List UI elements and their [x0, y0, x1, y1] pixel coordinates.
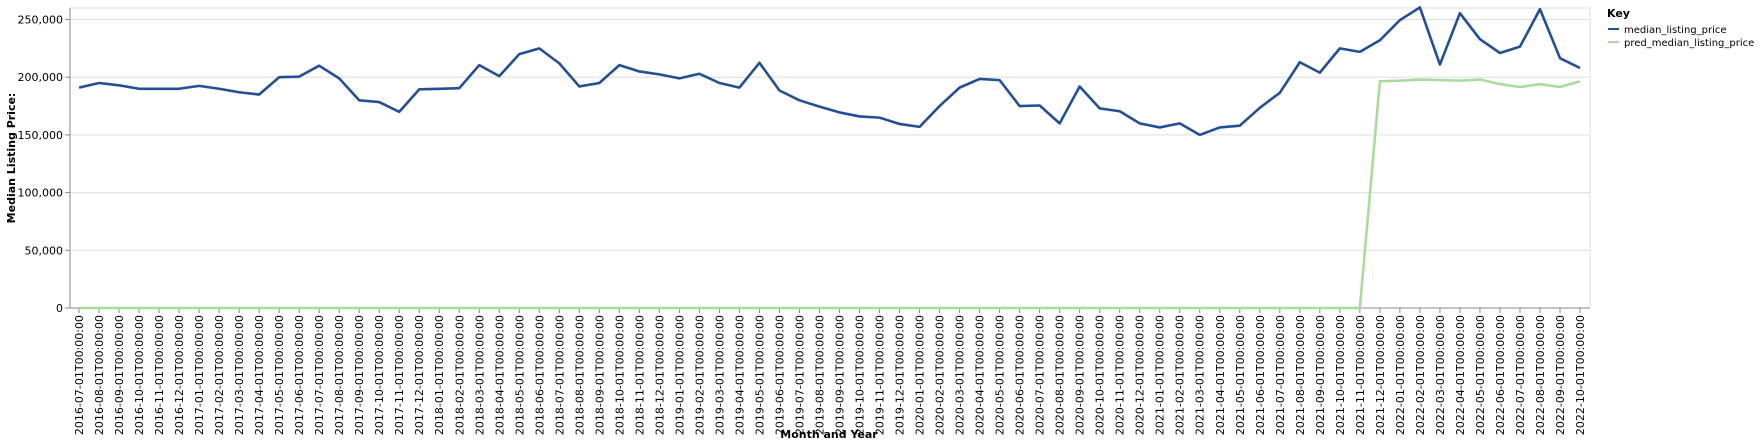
x-tick-label: 2022-04-01T00:00:00	[1454, 315, 1467, 435]
x-tick-label: 2017-05-01T00:00:00	[273, 315, 286, 435]
x-tick-label: 2020-03-01T00:00:00	[954, 315, 967, 435]
x-tick-label: 2020-08-01T00:00:00	[1054, 315, 1067, 435]
y-tick-label: 100,000	[18, 187, 64, 200]
x-tick-label: 2019-07-01T00:00:00	[793, 315, 806, 435]
x-tick-label: 2017-01-01T00:00:00	[193, 315, 206, 435]
x-tick-label: 2020-01-01T00:00:00	[914, 315, 927, 435]
x-tick-label: 2017-02-01T00:00:00	[213, 315, 226, 435]
x-tick-label: 2016-08-01T00:00:00	[93, 315, 106, 435]
series-line-pred-median-listing-price	[79, 78, 1581, 310]
x-tick-label: 2018-06-01T00:00:00	[533, 315, 546, 435]
x-tick-label: 2022-10-01T00:00:00	[1574, 315, 1587, 435]
x-tick-label: 2019-03-01T00:00:00	[713, 315, 726, 435]
y-tick-label: 200,000	[18, 71, 64, 84]
x-tick-label: 2020-09-01T00:00:00	[1074, 315, 1087, 435]
y-axis-title: Median Listing Price:	[5, 93, 18, 224]
x-tick-label: 2019-10-01T00:00:00	[854, 315, 867, 435]
x-tick-label: 2019-01-01T00:00:00	[673, 315, 686, 435]
x-tick-label: 2020-11-01T00:00:00	[1114, 315, 1127, 435]
x-tick-label: 2017-04-01T00:00:00	[253, 315, 266, 435]
x-tick-label: 2019-06-01T00:00:00	[773, 315, 786, 435]
x-tick-label: 2021-02-01T00:00:00	[1174, 315, 1187, 435]
legend-label: median_listing_price	[1624, 25, 1727, 36]
legend-title: Key	[1607, 7, 1630, 20]
x-tick-label: 2021-12-01T00:00:00	[1374, 315, 1387, 435]
plot-frame	[69, 7, 1591, 309]
x-tick-label: 2021-09-01T00:00:00	[1314, 315, 1327, 435]
x-tick-label: 2020-04-01T00:00:00	[974, 315, 987, 435]
x-tick-label: 2018-05-01T00:00:00	[513, 315, 526, 435]
x-tick-label: 2017-03-01T00:00:00	[233, 315, 246, 435]
x-tick-label: 2021-11-01T00:00:00	[1354, 315, 1367, 435]
x-tick-label: 2021-10-01T00:00:00	[1334, 315, 1347, 435]
x-tick-label: 2020-10-01T00:00:00	[1094, 315, 1107, 435]
y-tick-label: 0	[56, 302, 63, 315]
y-tick-label: 250,000	[18, 14, 64, 27]
x-tick-label: 2019-04-01T00:00:00	[733, 315, 746, 435]
x-tick-label: 2018-10-01T00:00:00	[613, 315, 626, 435]
x-tick-label: 2021-04-01T00:00:00	[1214, 315, 1227, 435]
series-lines	[78, 6, 1581, 310]
x-tick-label: 2016-09-01T00:00:00	[113, 315, 126, 435]
x-tick-label: 2021-08-01T00:00:00	[1294, 315, 1307, 435]
x-tick-label: 2020-12-01T00:00:00	[1134, 315, 1147, 435]
x-tick-label: 2021-07-01T00:00:00	[1274, 315, 1287, 435]
x-tick-label: 2018-03-01T00:00:00	[473, 315, 486, 435]
x-tick-label: 2021-01-01T00:00:00	[1154, 315, 1167, 435]
x-tick-label: 2018-12-01T00:00:00	[653, 315, 666, 435]
x-tick-label: 2021-06-01T00:00:00	[1254, 315, 1267, 435]
x-tick-label: 2018-08-01T00:00:00	[573, 315, 586, 435]
x-tick-label: 2020-06-01T00:00:00	[1014, 315, 1027, 435]
x-tick-label: 2018-02-01T00:00:00	[453, 315, 466, 435]
x-tick-label: 2017-09-01T00:00:00	[353, 315, 366, 435]
x-tick-label: 2020-07-01T00:00:00	[1034, 315, 1047, 435]
x-tick-label: 2018-09-01T00:00:00	[593, 315, 606, 435]
y-tick-label: 50,000	[25, 244, 64, 257]
x-tick-label: 2019-09-01T00:00:00	[834, 315, 847, 435]
y-tick-label: 150,000	[18, 129, 64, 142]
x-tick-label: 2022-03-01T00:00:00	[1434, 315, 1447, 435]
x-tick-label: 2022-02-01T00:00:00	[1414, 315, 1427, 435]
x-tick-label: 2016-11-01T00:00:00	[153, 315, 166, 435]
legend-label: pred_median_listing_price	[1624, 38, 1754, 49]
x-tick-label: 2017-08-01T00:00:00	[333, 315, 346, 435]
x-tick-label: 2016-07-01T00:00:00	[73, 315, 86, 435]
x-axis-title: Month and Year	[780, 428, 878, 441]
x-tick-label: 2016-12-01T00:00:00	[173, 315, 186, 435]
x-tick-label: 2017-07-01T00:00:00	[313, 315, 326, 435]
x-tick-label: 2020-05-01T00:00:00	[994, 315, 1007, 435]
x-tick-label: 2018-01-01T00:00:00	[433, 315, 446, 435]
x-tick-label: 2021-05-01T00:00:00	[1234, 315, 1247, 435]
x-tick-label: 2019-12-01T00:00:00	[894, 315, 907, 435]
grid	[69, 7, 1591, 309]
x-tick-label: 2019-02-01T00:00:00	[693, 315, 706, 435]
x-tick-label: 2022-01-01T00:00:00	[1394, 315, 1407, 435]
x-tick-label: 2016-10-01T00:00:00	[133, 315, 146, 435]
x-tick-label: 2017-10-01T00:00:00	[373, 315, 386, 435]
x-tick-label: 2019-05-01T00:00:00	[753, 315, 766, 435]
x-tick-label: 2017-12-01T00:00:00	[413, 315, 426, 435]
x-tick-label: 2019-08-01T00:00:00	[813, 315, 826, 435]
x-tick-label: 2022-07-01T00:00:00	[1514, 315, 1527, 435]
x-tick-label: 2022-08-01T00:00:00	[1534, 315, 1547, 435]
legend: Key median_listing_price pred_median_list…	[1607, 7, 1754, 49]
x-tick-label: 2021-03-01T00:00:00	[1194, 315, 1207, 435]
x-tick-label: 2020-02-01T00:00:00	[934, 315, 947, 435]
x-tick-label: 2022-09-01T00:00:00	[1554, 315, 1567, 435]
x-tick-label: 2017-06-01T00:00:00	[293, 315, 306, 435]
x-tick-label: 2018-11-01T00:00:00	[633, 315, 646, 435]
x-tick-label: 2017-11-01T00:00:00	[393, 315, 406, 435]
axes: 0 50,000 100,000 150,000 200,000 250,000 2016-…	[18, 8, 1590, 435]
series-line-median-listing-price	[78, 6, 1581, 137]
x-tick-label: 2022-06-01T00:00:00	[1494, 315, 1507, 435]
x-tick-label: 2022-05-01T00:00:00	[1474, 315, 1487, 435]
x-tick-label: 2018-07-01T00:00:00	[553, 315, 566, 435]
x-tick-label: 2018-04-01T00:00:00	[493, 315, 506, 435]
x-tick-label: 2019-11-01T00:00:00	[874, 315, 887, 435]
